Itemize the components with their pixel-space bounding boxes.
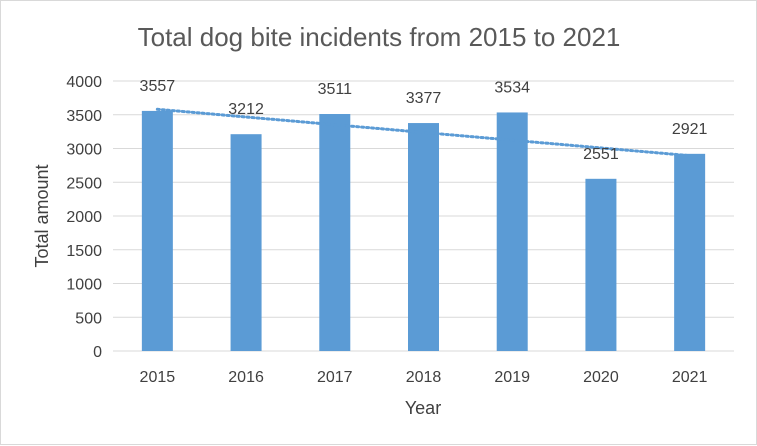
x-tick-labels: 2015 2016 2017 2018 2019 2020 2021	[140, 369, 708, 386]
y-tick-label: 3500	[66, 108, 102, 125]
y-tick-label: 1000	[66, 277, 102, 294]
x-tick-label: 2018	[406, 369, 442, 386]
trendline-group	[155, 107, 692, 158]
x-tick-label: 2017	[317, 369, 353, 386]
bar	[408, 123, 439, 352]
chart-title: Total dog bite incidents from 2015 to 20…	[138, 22, 621, 52]
x-tick-label: 2016	[228, 369, 264, 386]
data-label: 3511	[318, 81, 353, 98]
data-label: 3212	[228, 101, 264, 118]
bar	[674, 153, 706, 351]
bars	[141, 110, 706, 352]
bar	[141, 110, 173, 351]
bar	[319, 114, 351, 351]
y-tick-label: 500	[75, 310, 102, 327]
x-axis-label: Year	[405, 398, 441, 418]
x-tick-label: 2021	[672, 369, 708, 386]
x-tick-label: 2019	[494, 369, 530, 386]
y-tick-label: 1500	[66, 243, 102, 260]
y-tick-label: 2500	[66, 175, 102, 192]
bar	[230, 134, 262, 351]
bar	[496, 112, 528, 351]
data-labels: 3557 3212 3511 3377 3534 2551 2921	[140, 78, 708, 163]
bar	[585, 178, 617, 351]
x-tick-label: 2020	[583, 369, 619, 386]
y-tick-label: 2000	[66, 209, 102, 226]
y-axis-label: Total amount	[32, 164, 52, 267]
data-label: 3534	[494, 79, 530, 96]
data-label: 3557	[140, 78, 176, 95]
data-label: 2921	[672, 121, 708, 138]
trendline	[155, 107, 692, 158]
y-tick-label: 0	[93, 344, 102, 361]
y-tick-labels: 0 500 1000 1500 2000 2500 3000 3500 4000	[66, 74, 102, 361]
x-tick-label: 2015	[140, 369, 176, 386]
data-label: 3377	[406, 90, 442, 107]
data-label: 2551	[583, 146, 619, 163]
y-tick-label: 3000	[66, 142, 102, 159]
y-tick-label: 4000	[66, 74, 102, 91]
